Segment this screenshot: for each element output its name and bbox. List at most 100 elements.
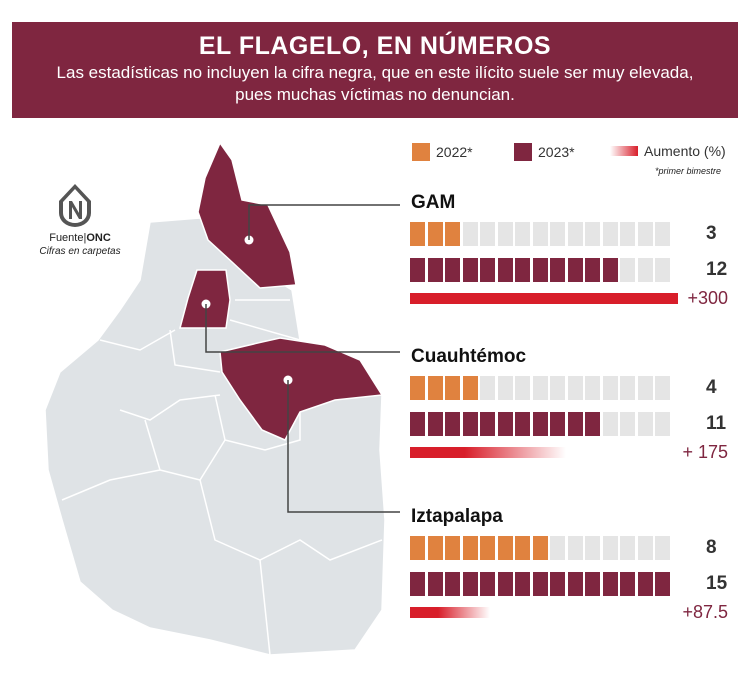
bar-cell-gam-2022-13 xyxy=(620,222,636,246)
bar-row-gam-2022 xyxy=(410,222,673,246)
bar-row-iztapalapa-2023 xyxy=(410,572,673,596)
bar-cell-iztapalapa-2023-10 xyxy=(567,572,583,596)
map-lines xyxy=(61,299,383,656)
bar-cell-cuauhtemoc-2022-4 xyxy=(462,376,478,400)
bar-cell-cuauhtemoc-2022-1 xyxy=(410,376,425,400)
bar-cell-iztapalapa-2022-3 xyxy=(445,536,461,560)
map-gam xyxy=(197,141,297,289)
bar-cell-gam-2023-3 xyxy=(445,258,461,282)
bar-cell-iztapalapa-2022-9 xyxy=(550,536,566,560)
bar-cell-cuauhtemoc-2023-7 xyxy=(515,412,531,436)
bar-cell-gam-2022-15 xyxy=(655,222,671,246)
bar-cell-cuauhtemoc-2022-2 xyxy=(427,376,443,400)
map-base xyxy=(44,217,386,656)
bar-cell-cuauhtemoc-2022-8 xyxy=(532,376,548,400)
count-iztapalapa-2023: 15 xyxy=(706,573,728,594)
bar-cell-gam-2023-9 xyxy=(550,258,566,282)
district-label-gam: GAM xyxy=(411,192,456,213)
bar-cell-iztapalapa-2023-6 xyxy=(497,572,513,596)
bar-cell-gam-2022-10 xyxy=(567,222,583,246)
subtitle-line-1: Las estadísticas no incluyen la cifra ne… xyxy=(56,63,694,82)
bar-cell-gam-2023-7 xyxy=(515,258,531,282)
legend-2023: 2023* xyxy=(514,143,575,161)
bar-cell-cuauhtemoc-2023-13 xyxy=(620,412,636,436)
legend-label-2023: 2023* xyxy=(538,144,575,160)
bar-cell-cuauhtemoc-2023-2 xyxy=(427,412,443,436)
bar-cell-iztapalapa-2023-4 xyxy=(462,572,478,596)
bar-cell-iztapalapa-2022-1 xyxy=(410,536,425,560)
bar-cell-gam-2022-6 xyxy=(497,222,513,246)
count-gam-2022: 3 xyxy=(706,223,717,244)
bar-cell-gam-2022-3 xyxy=(445,222,461,246)
bar-cell-gam-2022-8 xyxy=(532,222,548,246)
bar-cell-cuauhtemoc-2022-5 xyxy=(480,376,496,400)
bar-cell-cuauhtemoc-2022-12 xyxy=(602,376,618,400)
legend-swatch-2022 xyxy=(412,143,430,161)
bar-cell-iztapalapa-2023-11 xyxy=(585,572,601,596)
bar-cell-cuauhtemoc-2022-6 xyxy=(497,376,513,400)
count-cuauhtemoc-2023: 11 xyxy=(706,413,727,434)
bar-cell-cuauhtemoc-2022-3 xyxy=(445,376,461,400)
legend-increase: Aumento (%) xyxy=(610,143,726,159)
bar-cell-cuauhtemoc-2023-11 xyxy=(585,412,601,436)
bar-cell-cuauhtemoc-2023-1 xyxy=(410,412,425,436)
bar-cell-cuauhtemoc-2023-8 xyxy=(532,412,548,436)
bar-row-gam-2023 xyxy=(410,258,673,282)
bar-row-iztapalapa-2022 xyxy=(410,536,673,560)
district-label-iztapalapa: Iztapalapa xyxy=(411,506,503,527)
increase-label-cuauhtemoc: + 175 xyxy=(682,442,728,462)
subtitle-line-2: pues muchas víctimas no denuncian. xyxy=(235,85,515,104)
bar-cell-gam-2023-5 xyxy=(480,258,496,282)
increase-label-iztapalapa: +87.5 xyxy=(682,602,728,622)
bar-cell-cuauhtemoc-2022-15 xyxy=(655,376,671,400)
bar-cell-cuauhtemoc-2023-14 xyxy=(637,412,653,436)
source-name: ONC xyxy=(86,232,111,244)
bar-cell-cuauhtemoc-2023-9 xyxy=(550,412,566,436)
count-iztapalapa-2022: 8 xyxy=(706,537,717,558)
bar-cell-cuauhtemoc-2023-12 xyxy=(602,412,618,436)
leader-lines xyxy=(205,204,400,513)
legend-2022: 2022* xyxy=(412,143,473,161)
bar-cell-iztapalapa-2022-4 xyxy=(462,536,478,560)
bar-cell-iztapalapa-2023-5 xyxy=(480,572,496,596)
bar-cell-cuauhtemoc-2023-5 xyxy=(480,412,496,436)
bar-row-cuauhtemoc-2022 xyxy=(410,376,673,400)
bar-cell-gam-2022-7 xyxy=(515,222,531,246)
bar-cell-iztapalapa-2023-7 xyxy=(515,572,531,596)
bar-cell-iztapalapa-2023-2 xyxy=(427,572,443,596)
bar-cell-cuauhtemoc-2023-3 xyxy=(445,412,461,436)
increase-label-gam: +300 xyxy=(687,288,728,308)
bar-cell-gam-2023-4 xyxy=(462,258,478,282)
source-credit: Fuente|ONC Cifras en carpetas xyxy=(30,232,130,257)
bar-cell-iztapalapa-2022-11 xyxy=(585,536,601,560)
onc-logo-icon xyxy=(59,184,91,227)
bar-cell-iztapalapa-2022-10 xyxy=(567,536,583,560)
bar-cell-cuauhtemoc-2023-15 xyxy=(655,412,671,436)
page-title: EL FLAGELO, EN NÚMEROS xyxy=(198,32,552,60)
bar-cell-iztapalapa-2023-14 xyxy=(637,572,653,596)
bar-cell-iztapalapa-2022-13 xyxy=(620,536,636,560)
bar-cell-iztapalapa-2022-5 xyxy=(480,536,496,560)
bar-cell-gam-2022-11 xyxy=(585,222,601,246)
bar-cell-cuauhtemoc-2022-9 xyxy=(550,376,566,400)
bar-cell-gam-2023-6 xyxy=(497,258,513,282)
map-iztapalapa xyxy=(219,337,384,441)
bar-cell-iztapalapa-2023-13 xyxy=(620,572,636,596)
bar-cell-gam-2023-8 xyxy=(532,258,548,282)
bar-cell-gam-2023-2 xyxy=(427,258,443,282)
source-prefix: Fuente| xyxy=(49,232,87,244)
bar-cell-iztapalapa-2023-9 xyxy=(550,572,566,596)
map-highlights xyxy=(179,141,384,441)
count-gam-2023: 12 xyxy=(706,259,728,280)
bar-cell-iztapalapa-2022-7 xyxy=(515,536,531,560)
bar-cell-gam-2022-14 xyxy=(637,222,653,246)
bar-cell-gam-2022-1 xyxy=(410,222,425,246)
bar-cell-cuauhtemoc-2023-10 xyxy=(567,412,583,436)
bar-cell-gam-2023-10 xyxy=(567,258,583,282)
bar-cell-gam-2022-5 xyxy=(480,222,496,246)
legend-note: *primer bimestre xyxy=(655,166,722,176)
bar-cell-gam-2023-11 xyxy=(585,258,601,282)
bar-cell-gam-2023-14 xyxy=(637,258,653,282)
bar-cell-iztapalapa-2022-15 xyxy=(655,536,671,560)
bar-cell-iztapalapa-2023-3 xyxy=(445,572,461,596)
